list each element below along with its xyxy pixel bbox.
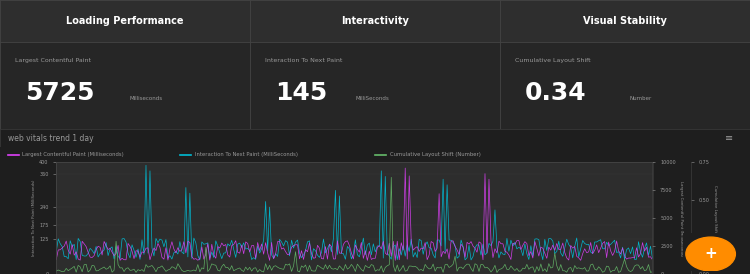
Text: Interaction To Next Paint: Interaction To Next Paint	[265, 58, 342, 63]
Y-axis label: Largest Contentful Paint (Milliseconds): Largest Contentful Paint (Milliseconds)	[679, 181, 682, 256]
Text: Milliseconds: Milliseconds	[130, 96, 164, 101]
Text: Cumulative Layout Shift (Number): Cumulative Layout Shift (Number)	[390, 152, 481, 158]
Circle shape	[686, 237, 735, 271]
Text: 0.34: 0.34	[525, 81, 586, 105]
Text: Cumulative Layout Shift: Cumulative Layout Shift	[515, 58, 591, 63]
Y-axis label: Interaction To Next Paint (MilliSeconds): Interaction To Next Paint (MilliSeconds)	[32, 180, 37, 256]
Text: Interaction To Next Paint (MilliSeconds): Interaction To Next Paint (MilliSeconds)	[195, 152, 298, 158]
Text: web vitals trend 1 day: web vitals trend 1 day	[8, 134, 93, 142]
Text: MilliSeconds: MilliSeconds	[355, 96, 388, 101]
Text: Loading Performance: Loading Performance	[66, 16, 184, 26]
Text: Visual Stability: Visual Stability	[583, 16, 667, 26]
Text: 145: 145	[275, 81, 327, 105]
Text: 5725: 5725	[25, 81, 94, 105]
Y-axis label: Cumulative Layout Shift (Number): Cumulative Layout Shift (Number)	[712, 185, 716, 252]
Text: +: +	[704, 247, 717, 261]
Text: Interactivity: Interactivity	[341, 16, 409, 26]
Text: ≡: ≡	[725, 133, 734, 143]
Text: Number: Number	[630, 96, 652, 101]
Text: Largest Contentful Paint: Largest Contentful Paint	[15, 58, 91, 63]
Text: Largest Contentful Paint (Milliseconds): Largest Contentful Paint (Milliseconds)	[22, 152, 125, 158]
